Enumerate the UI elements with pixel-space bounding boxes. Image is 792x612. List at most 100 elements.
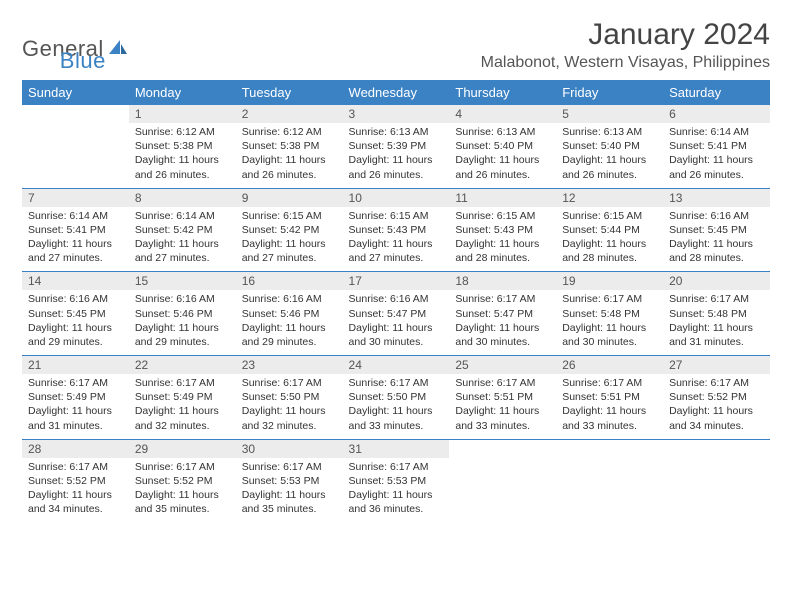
day-body: Sunrise: 6:16 AMSunset: 5:45 PMDaylight:… (663, 207, 770, 272)
day-cell: 21Sunrise: 6:17 AMSunset: 5:49 PMDayligh… (22, 356, 129, 440)
day-body: Sunrise: 6:15 AMSunset: 5:44 PMDaylight:… (556, 207, 663, 272)
day-number: 13 (663, 189, 770, 207)
day-body: Sunrise: 6:17 AMSunset: 5:51 PMDaylight:… (449, 374, 556, 439)
sunset-text: Sunset: 5:44 PM (562, 223, 657, 237)
daylight-text: Daylight: 11 hours and 30 minutes. (349, 321, 444, 349)
day-body: Sunrise: 6:14 AMSunset: 5:42 PMDaylight:… (129, 207, 236, 272)
sunrise-text: Sunrise: 6:17 AM (135, 460, 230, 474)
day-body: Sunrise: 6:13 AMSunset: 5:39 PMDaylight:… (343, 123, 450, 188)
day-number: 15 (129, 272, 236, 290)
day-body: Sunrise: 6:17 AMSunset: 5:47 PMDaylight:… (449, 290, 556, 355)
day-cell: 3Sunrise: 6:13 AMSunset: 5:39 PMDaylight… (343, 105, 450, 188)
sunrise-text: Sunrise: 6:17 AM (242, 376, 337, 390)
sunrise-text: Sunrise: 6:15 AM (349, 209, 444, 223)
day-cell: 4Sunrise: 6:13 AMSunset: 5:40 PMDaylight… (449, 105, 556, 188)
day-cell (556, 439, 663, 522)
day-number: 11 (449, 189, 556, 207)
day-header: Sunday (22, 80, 129, 105)
daylight-text: Daylight: 11 hours and 26 minutes. (349, 153, 444, 181)
sunset-text: Sunset: 5:53 PM (349, 474, 444, 488)
day-body: Sunrise: 6:17 AMSunset: 5:53 PMDaylight:… (343, 458, 450, 523)
sunrise-text: Sunrise: 6:17 AM (669, 292, 764, 306)
sunrise-text: Sunrise: 6:12 AM (242, 125, 337, 139)
day-number: 22 (129, 356, 236, 374)
daylight-text: Daylight: 11 hours and 29 minutes. (242, 321, 337, 349)
sunrise-text: Sunrise: 6:16 AM (242, 292, 337, 306)
day-body: Sunrise: 6:16 AMSunset: 5:46 PMDaylight:… (236, 290, 343, 355)
sunset-text: Sunset: 5:47 PM (455, 307, 550, 321)
daylight-text: Daylight: 11 hours and 29 minutes. (28, 321, 123, 349)
sunrise-text: Sunrise: 6:16 AM (349, 292, 444, 306)
day-body: Sunrise: 6:17 AMSunset: 5:51 PMDaylight:… (556, 374, 663, 439)
sunrise-text: Sunrise: 6:15 AM (455, 209, 550, 223)
sunrise-text: Sunrise: 6:17 AM (669, 376, 764, 390)
sunset-text: Sunset: 5:52 PM (669, 390, 764, 404)
day-cell: 2Sunrise: 6:12 AMSunset: 5:38 PMDaylight… (236, 105, 343, 188)
day-cell: 24Sunrise: 6:17 AMSunset: 5:50 PMDayligh… (343, 356, 450, 440)
day-header: Friday (556, 80, 663, 105)
sunset-text: Sunset: 5:41 PM (669, 139, 764, 153)
day-number: 18 (449, 272, 556, 290)
sunrise-text: Sunrise: 6:17 AM (349, 376, 444, 390)
week-row: 1Sunrise: 6:12 AMSunset: 5:38 PMDaylight… (22, 105, 770, 188)
daylight-text: Daylight: 11 hours and 26 minutes. (455, 153, 550, 181)
day-body: Sunrise: 6:17 AMSunset: 5:52 PMDaylight:… (22, 458, 129, 523)
sunrise-text: Sunrise: 6:17 AM (28, 376, 123, 390)
header: General Blue January 2024 Malabonot, Wes… (22, 18, 770, 74)
day-number: 26 (556, 356, 663, 374)
day-number: 29 (129, 440, 236, 458)
day-body: Sunrise: 6:17 AMSunset: 5:52 PMDaylight:… (663, 374, 770, 439)
sunrise-text: Sunrise: 6:17 AM (562, 376, 657, 390)
day-cell: 15Sunrise: 6:16 AMSunset: 5:46 PMDayligh… (129, 272, 236, 356)
day-cell: 18Sunrise: 6:17 AMSunset: 5:47 PMDayligh… (449, 272, 556, 356)
sunrise-text: Sunrise: 6:17 AM (349, 460, 444, 474)
day-number: 28 (22, 440, 129, 458)
daylight-text: Daylight: 11 hours and 27 minutes. (242, 237, 337, 265)
day-number: 30 (236, 440, 343, 458)
day-body: Sunrise: 6:15 AMSunset: 5:43 PMDaylight:… (343, 207, 450, 272)
sunrise-text: Sunrise: 6:14 AM (28, 209, 123, 223)
day-body: Sunrise: 6:12 AMSunset: 5:38 PMDaylight:… (129, 123, 236, 188)
daylight-text: Daylight: 11 hours and 31 minutes. (669, 321, 764, 349)
sunset-text: Sunset: 5:49 PM (135, 390, 230, 404)
daylight-text: Daylight: 11 hours and 26 minutes. (562, 153, 657, 181)
day-header: Thursday (449, 80, 556, 105)
day-header: Saturday (663, 80, 770, 105)
day-cell: 20Sunrise: 6:17 AMSunset: 5:48 PMDayligh… (663, 272, 770, 356)
sunrise-text: Sunrise: 6:12 AM (135, 125, 230, 139)
day-body: Sunrise: 6:13 AMSunset: 5:40 PMDaylight:… (449, 123, 556, 188)
daylight-text: Daylight: 11 hours and 27 minutes. (135, 237, 230, 265)
day-body: Sunrise: 6:16 AMSunset: 5:47 PMDaylight:… (343, 290, 450, 355)
day-number: 17 (343, 272, 450, 290)
sunrise-text: Sunrise: 6:13 AM (562, 125, 657, 139)
daylight-text: Daylight: 11 hours and 29 minutes. (135, 321, 230, 349)
sunset-text: Sunset: 5:41 PM (28, 223, 123, 237)
day-body: Sunrise: 6:17 AMSunset: 5:49 PMDaylight:… (129, 374, 236, 439)
week-row: 21Sunrise: 6:17 AMSunset: 5:49 PMDayligh… (22, 356, 770, 440)
day-number: 20 (663, 272, 770, 290)
day-number: 27 (663, 356, 770, 374)
day-cell: 17Sunrise: 6:16 AMSunset: 5:47 PMDayligh… (343, 272, 450, 356)
sunrise-text: Sunrise: 6:17 AM (455, 292, 550, 306)
day-number: 3 (343, 105, 450, 123)
sunset-text: Sunset: 5:50 PM (349, 390, 444, 404)
daylight-text: Daylight: 11 hours and 33 minutes. (455, 404, 550, 432)
daylight-text: Daylight: 11 hours and 26 minutes. (135, 153, 230, 181)
daylight-text: Daylight: 11 hours and 26 minutes. (669, 153, 764, 181)
sunset-text: Sunset: 5:46 PM (135, 307, 230, 321)
location: Malabonot, Western Visayas, Philippines (481, 54, 770, 72)
sunrise-text: Sunrise: 6:14 AM (135, 209, 230, 223)
daylight-text: Daylight: 11 hours and 30 minutes. (455, 321, 550, 349)
sunset-text: Sunset: 5:53 PM (242, 474, 337, 488)
day-body: Sunrise: 6:17 AMSunset: 5:49 PMDaylight:… (22, 374, 129, 439)
day-body: Sunrise: 6:12 AMSunset: 5:38 PMDaylight:… (236, 123, 343, 188)
sunset-text: Sunset: 5:40 PM (562, 139, 657, 153)
sunrise-text: Sunrise: 6:13 AM (455, 125, 550, 139)
sunset-text: Sunset: 5:42 PM (135, 223, 230, 237)
logo-word2: Blue (60, 48, 106, 74)
day-number: 2 (236, 105, 343, 123)
day-header-row: Sunday Monday Tuesday Wednesday Thursday… (22, 80, 770, 105)
day-number: 7 (22, 189, 129, 207)
sunset-text: Sunset: 5:39 PM (349, 139, 444, 153)
sunset-text: Sunset: 5:40 PM (455, 139, 550, 153)
